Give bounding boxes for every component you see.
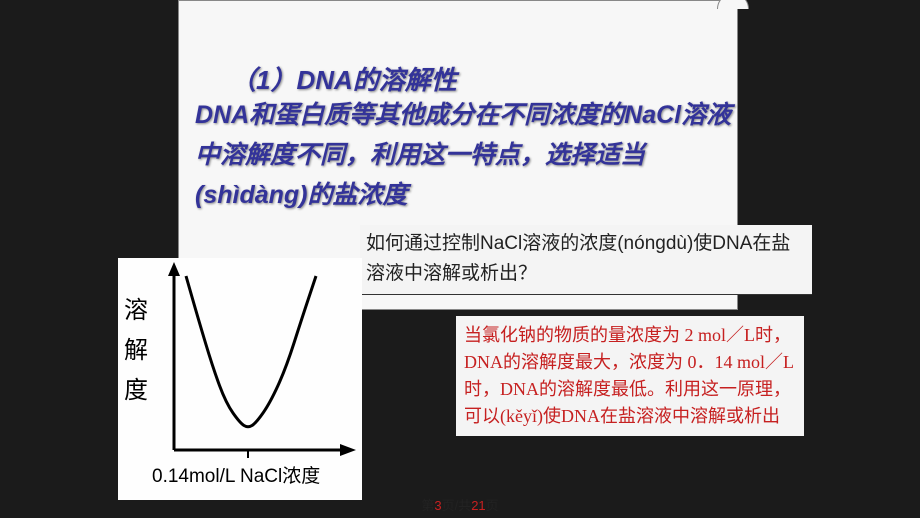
question-text: 如何通过控制NaCl溶液的浓度(nóngdù)使DNA在盐溶液中溶解或析出？: [360, 225, 812, 295]
x-axis-arrow: [340, 444, 356, 456]
y-label-1: 溶: [124, 297, 148, 324]
page-number: 第3页/共21页: [0, 495, 920, 514]
pg-mid: 页/共: [442, 498, 472, 513]
pg-suffix: 页: [486, 498, 499, 513]
pg-total: 21: [471, 498, 485, 513]
pg-prefix: 第: [421, 498, 434, 513]
section-title: （1）DNA的溶解性: [230, 60, 457, 97]
section-body: DNA和蛋白质等其他成分在不同浓度的NaCl溶液中溶解度不同，利用这一特点，选择…: [195, 95, 735, 215]
y-axis-arrow: [168, 262, 180, 276]
y-label-3: 度: [124, 377, 148, 404]
solubility-curve: [186, 276, 316, 427]
solubility-chart: 溶 解 度 0.14mol/L NaCl浓度: [118, 258, 362, 500]
answer-text: 当氯化钠的物质的量浓度为 2 mol／L时，DNA的溶解度最大，浓度为 0．14…: [456, 316, 804, 436]
x-label: 0.14mol/L NaCl浓度: [152, 465, 320, 487]
y-label-2: 解: [124, 337, 148, 364]
pg-current: 3: [434, 498, 441, 513]
